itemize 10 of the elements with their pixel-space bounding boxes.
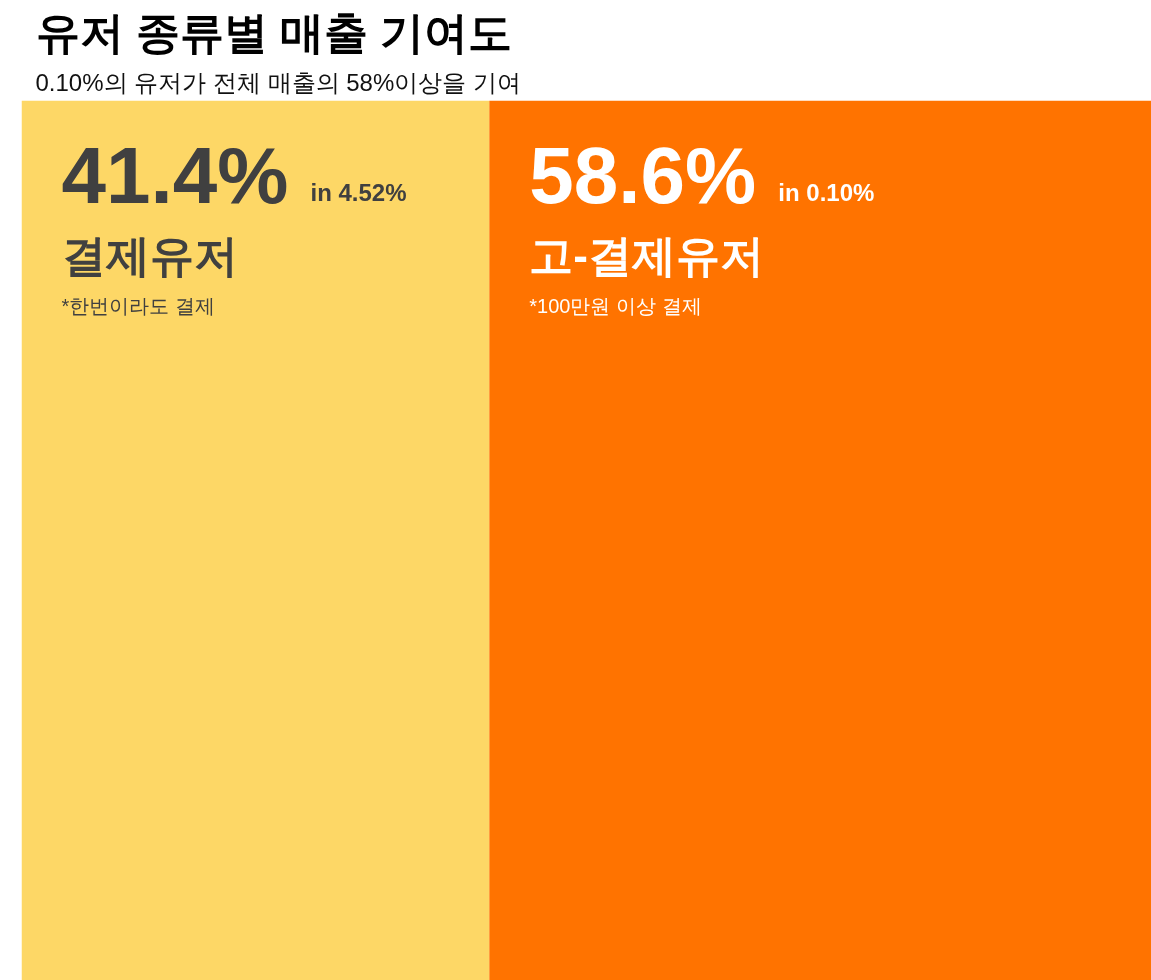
annotation: in 4.52%	[310, 179, 407, 206]
chart-subtitle: 0.10%의 유저가 전체 매출의 58%이상을 기여	[35, 68, 521, 96]
data-label: 58.6%	[529, 131, 757, 220]
chart-title: 유저 종류별 매출 기여도	[35, 7, 513, 57]
series-label: 고-결제유저	[529, 231, 764, 280]
annotation: in 0.10%	[778, 179, 875, 206]
data-label: 41.4%	[61, 131, 289, 220]
annotation: *한번이라도 결제	[61, 294, 215, 317]
annotation: *100만원 이상 결제	[529, 294, 702, 317]
series-label: 결제유저	[61, 231, 238, 280]
